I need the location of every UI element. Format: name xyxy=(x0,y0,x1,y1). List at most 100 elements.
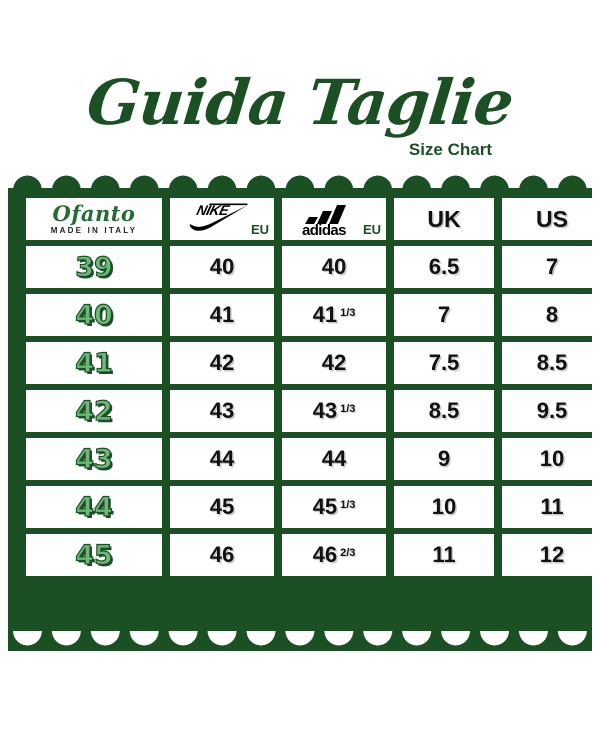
cell-us: 8.5 xyxy=(502,342,600,384)
cell-us: 9.5 xyxy=(502,390,600,432)
size-value-uk: 6.5 xyxy=(428,254,460,279)
cell-nike: 40 xyxy=(170,246,274,288)
svg-text:adidas: adidas xyxy=(302,222,346,237)
size-value-ofanto: 44 xyxy=(75,491,114,523)
cell-adidas: 40 xyxy=(282,246,386,288)
size-chart-table: Ofanto MADE IN ITALY NIKE xyxy=(18,192,600,582)
cell-uk: 7.5 xyxy=(394,342,494,384)
table-row: 41 42 42 7.5 8.5 xyxy=(26,342,600,384)
size-value-us: 10 xyxy=(539,446,565,471)
table-row: 45 46 46 2/3 11 12 xyxy=(26,534,600,576)
cell-adidas: 43 1/3 xyxy=(282,390,386,432)
size-value-ofanto: 45 xyxy=(75,539,114,571)
cell-us: 12 xyxy=(502,534,600,576)
size-value-uk: 10 xyxy=(431,494,457,519)
size-fraction-adidas: 1/3 xyxy=(340,499,356,511)
cell-uk: 9 xyxy=(394,438,494,480)
size-value-uk: 9 xyxy=(437,446,451,471)
size-value-nike: 40 xyxy=(209,254,235,279)
cell-ofanto: 45 xyxy=(26,534,162,576)
cell-nike: 41 xyxy=(170,294,274,336)
cell-uk: 10 xyxy=(394,486,494,528)
cell-adidas: 41 1/3 xyxy=(282,294,386,336)
cell-adidas: 42 xyxy=(282,342,386,384)
table-body: 39 40 40 6.5 7 40 41 41 1/3 7 8 41 42 42 7.5 8.5 42 43 43 1… xyxy=(26,246,600,576)
column-header-us: US xyxy=(502,198,600,240)
size-value-adidas: 46 xyxy=(312,542,338,567)
cell-uk: 7 xyxy=(394,294,494,336)
size-fraction-adidas: 2/3 xyxy=(340,547,356,559)
size-value-adidas: 40 xyxy=(321,254,347,279)
size-value-uk: 7 xyxy=(437,302,451,327)
column-header-nike: NIKE EU xyxy=(170,198,274,240)
table-header-row: Ofanto MADE IN ITALY NIKE xyxy=(26,198,600,240)
cell-adidas: 45 1/3 xyxy=(282,486,386,528)
size-value-ofanto: 43 xyxy=(75,443,114,475)
cell-nike: 44 xyxy=(170,438,274,480)
cell-ofanto: 40 xyxy=(26,294,162,336)
ofanto-tagline: MADE IN ITALY xyxy=(50,226,138,235)
uk-label: UK xyxy=(427,205,461,232)
table-row: 44 45 45 1/3 10 11 xyxy=(26,486,600,528)
adidas-unit-label: EU xyxy=(362,222,381,237)
table-row: 40 41 41 1/3 7 8 xyxy=(26,294,600,336)
size-value-uk: 11 xyxy=(432,542,456,567)
size-value-ofanto: 42 xyxy=(75,395,114,427)
size-value-nike: 43 xyxy=(209,398,235,423)
cell-uk: 11 xyxy=(394,534,494,576)
size-value-ofanto: 41 xyxy=(75,347,114,379)
svg-text:NIKE: NIKE xyxy=(195,203,231,219)
column-header-adidas: adidas EU xyxy=(282,198,386,240)
nike-swoosh-icon: NIKE xyxy=(189,203,248,231)
size-value-us: 8 xyxy=(545,302,559,327)
size-value-us: 11 xyxy=(540,494,564,519)
cell-us: 8 xyxy=(502,294,600,336)
us-label: US xyxy=(536,205,568,232)
scallop-top-edge xyxy=(8,170,592,190)
cell-ofanto: 41 xyxy=(26,342,162,384)
size-value-adidas: 43 xyxy=(312,398,338,423)
size-value-ofanto: 40 xyxy=(75,299,114,331)
size-value-us: 7 xyxy=(545,254,559,279)
size-value-uk: 8.5 xyxy=(428,398,460,423)
ofanto-wordmark: Ofanto xyxy=(52,201,136,226)
cell-nike: 45 xyxy=(170,486,274,528)
size-value-adidas: 41 xyxy=(312,302,338,327)
ofanto-logo: Ofanto MADE IN ITALY xyxy=(26,203,162,235)
column-header-uk: UK xyxy=(394,198,494,240)
cell-uk: 6.5 xyxy=(394,246,494,288)
cell-ofanto: 43 xyxy=(26,438,162,480)
nike-unit-label: EU xyxy=(250,222,269,237)
cell-adidas: 44 xyxy=(282,438,386,480)
adidas-logo: adidas EU xyxy=(282,198,386,240)
cell-ofanto: 44 xyxy=(26,486,162,528)
cell-nike: 42 xyxy=(170,342,274,384)
cell-us: 11 xyxy=(502,486,600,528)
cell-uk: 8.5 xyxy=(394,390,494,432)
cell-nike: 43 xyxy=(170,390,274,432)
nike-logo: NIKE EU xyxy=(170,198,274,240)
size-value-uk: 7.5 xyxy=(428,350,460,375)
table-header: Ofanto MADE IN ITALY NIKE xyxy=(26,198,600,240)
size-value-nike: 44 xyxy=(209,446,235,471)
cell-ofanto: 42 xyxy=(26,390,162,432)
size-value-adidas: 45 xyxy=(312,494,338,519)
size-value-ofanto: 39 xyxy=(75,251,114,283)
size-chart-panel: Ofanto MADE IN ITALY NIKE xyxy=(8,170,600,651)
adidas-three-stripes-icon: adidas xyxy=(302,205,347,237)
cell-us: 7 xyxy=(502,246,600,288)
cell-nike: 46 xyxy=(170,534,274,576)
size-value-nike: 45 xyxy=(209,494,235,519)
table-row: 42 43 43 1/3 8.5 9.5 xyxy=(26,390,600,432)
size-value-nike: 41 xyxy=(209,302,235,327)
page-subtitle: Size Chart xyxy=(408,140,492,159)
cell-ofanto: 39 xyxy=(26,246,162,288)
size-value-nike: 42 xyxy=(209,350,235,375)
size-value-adidas: 44 xyxy=(321,446,347,471)
scallop-bottom-edge xyxy=(8,631,592,651)
title-block: Guida Taglie Size Chart xyxy=(0,66,600,160)
size-value-us: 8.5 xyxy=(536,350,568,375)
cell-us: 10 xyxy=(502,438,600,480)
size-value-us: 9.5 xyxy=(536,398,568,423)
table-row: 39 40 40 6.5 7 xyxy=(26,246,600,288)
